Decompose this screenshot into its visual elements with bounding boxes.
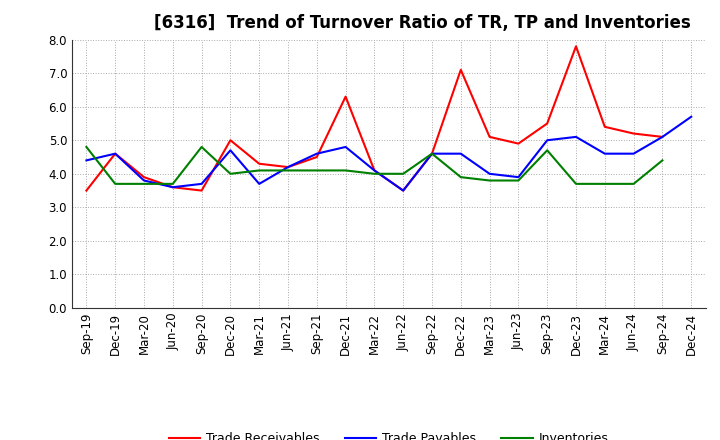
Trade Payables [600, 151, 609, 156]
Trade Receivables [168, 185, 177, 190]
Trade Receivables [456, 67, 465, 73]
Inventories [456, 175, 465, 180]
Line: Trade Payables: Trade Payables [86, 117, 691, 191]
Trade Receivables [255, 161, 264, 166]
Trade Receivables [600, 124, 609, 129]
Trade Receivables [629, 131, 638, 136]
Trade Receivables [82, 188, 91, 193]
Trade Receivables [514, 141, 523, 146]
Trade Payables [255, 181, 264, 187]
Trade Receivables [428, 151, 436, 156]
Trade Payables [543, 138, 552, 143]
Trade Payables [140, 178, 148, 183]
Trade Receivables [111, 151, 120, 156]
Trade Receivables [543, 121, 552, 126]
Trade Payables [456, 151, 465, 156]
Trade Payables [341, 144, 350, 150]
Inventories [658, 158, 667, 163]
Inventories [370, 171, 379, 176]
Trade Payables [197, 181, 206, 187]
Inventories [168, 181, 177, 187]
Trade Payables [111, 151, 120, 156]
Trade Receivables [197, 188, 206, 193]
Inventories [197, 144, 206, 150]
Inventories [312, 168, 321, 173]
Inventories [140, 181, 148, 187]
Inventories [514, 178, 523, 183]
Text: [6316]  Trend of Turnover Ratio of TR, TP and Inventories: [6316] Trend of Turnover Ratio of TR, TP… [154, 15, 691, 33]
Trade Receivables [399, 188, 408, 193]
Trade Payables [572, 134, 580, 139]
Line: Inventories: Inventories [86, 147, 662, 184]
Trade Payables [428, 151, 436, 156]
Trade Payables [629, 151, 638, 156]
Inventories [629, 181, 638, 187]
Trade Payables [226, 148, 235, 153]
Trade Payables [687, 114, 696, 119]
Inventories [572, 181, 580, 187]
Inventories [82, 144, 91, 150]
Line: Trade Receivables: Trade Receivables [86, 46, 662, 191]
Trade Payables [82, 158, 91, 163]
Inventories [255, 168, 264, 173]
Inventories [284, 168, 292, 173]
Legend: Trade Receivables, Trade Payables, Inventories: Trade Receivables, Trade Payables, Inven… [164, 427, 613, 440]
Trade Receivables [485, 134, 494, 139]
Inventories [399, 171, 408, 176]
Trade Payables [370, 168, 379, 173]
Trade Payables [485, 171, 494, 176]
Trade Payables [658, 134, 667, 139]
Trade Receivables [572, 44, 580, 49]
Trade Payables [312, 151, 321, 156]
Trade Receivables [140, 175, 148, 180]
Inventories [600, 181, 609, 187]
Trade Payables [168, 185, 177, 190]
Inventories [111, 181, 120, 187]
Inventories [341, 168, 350, 173]
Trade Payables [284, 165, 292, 170]
Trade Receivables [226, 138, 235, 143]
Trade Receivables [341, 94, 350, 99]
Trade Payables [399, 188, 408, 193]
Trade Payables [514, 175, 523, 180]
Trade Receivables [658, 134, 667, 139]
Trade Receivables [312, 154, 321, 160]
Inventories [226, 171, 235, 176]
Inventories [485, 178, 494, 183]
Trade Receivables [370, 168, 379, 173]
Inventories [543, 148, 552, 153]
Inventories [428, 151, 436, 156]
Trade Receivables [284, 165, 292, 170]
